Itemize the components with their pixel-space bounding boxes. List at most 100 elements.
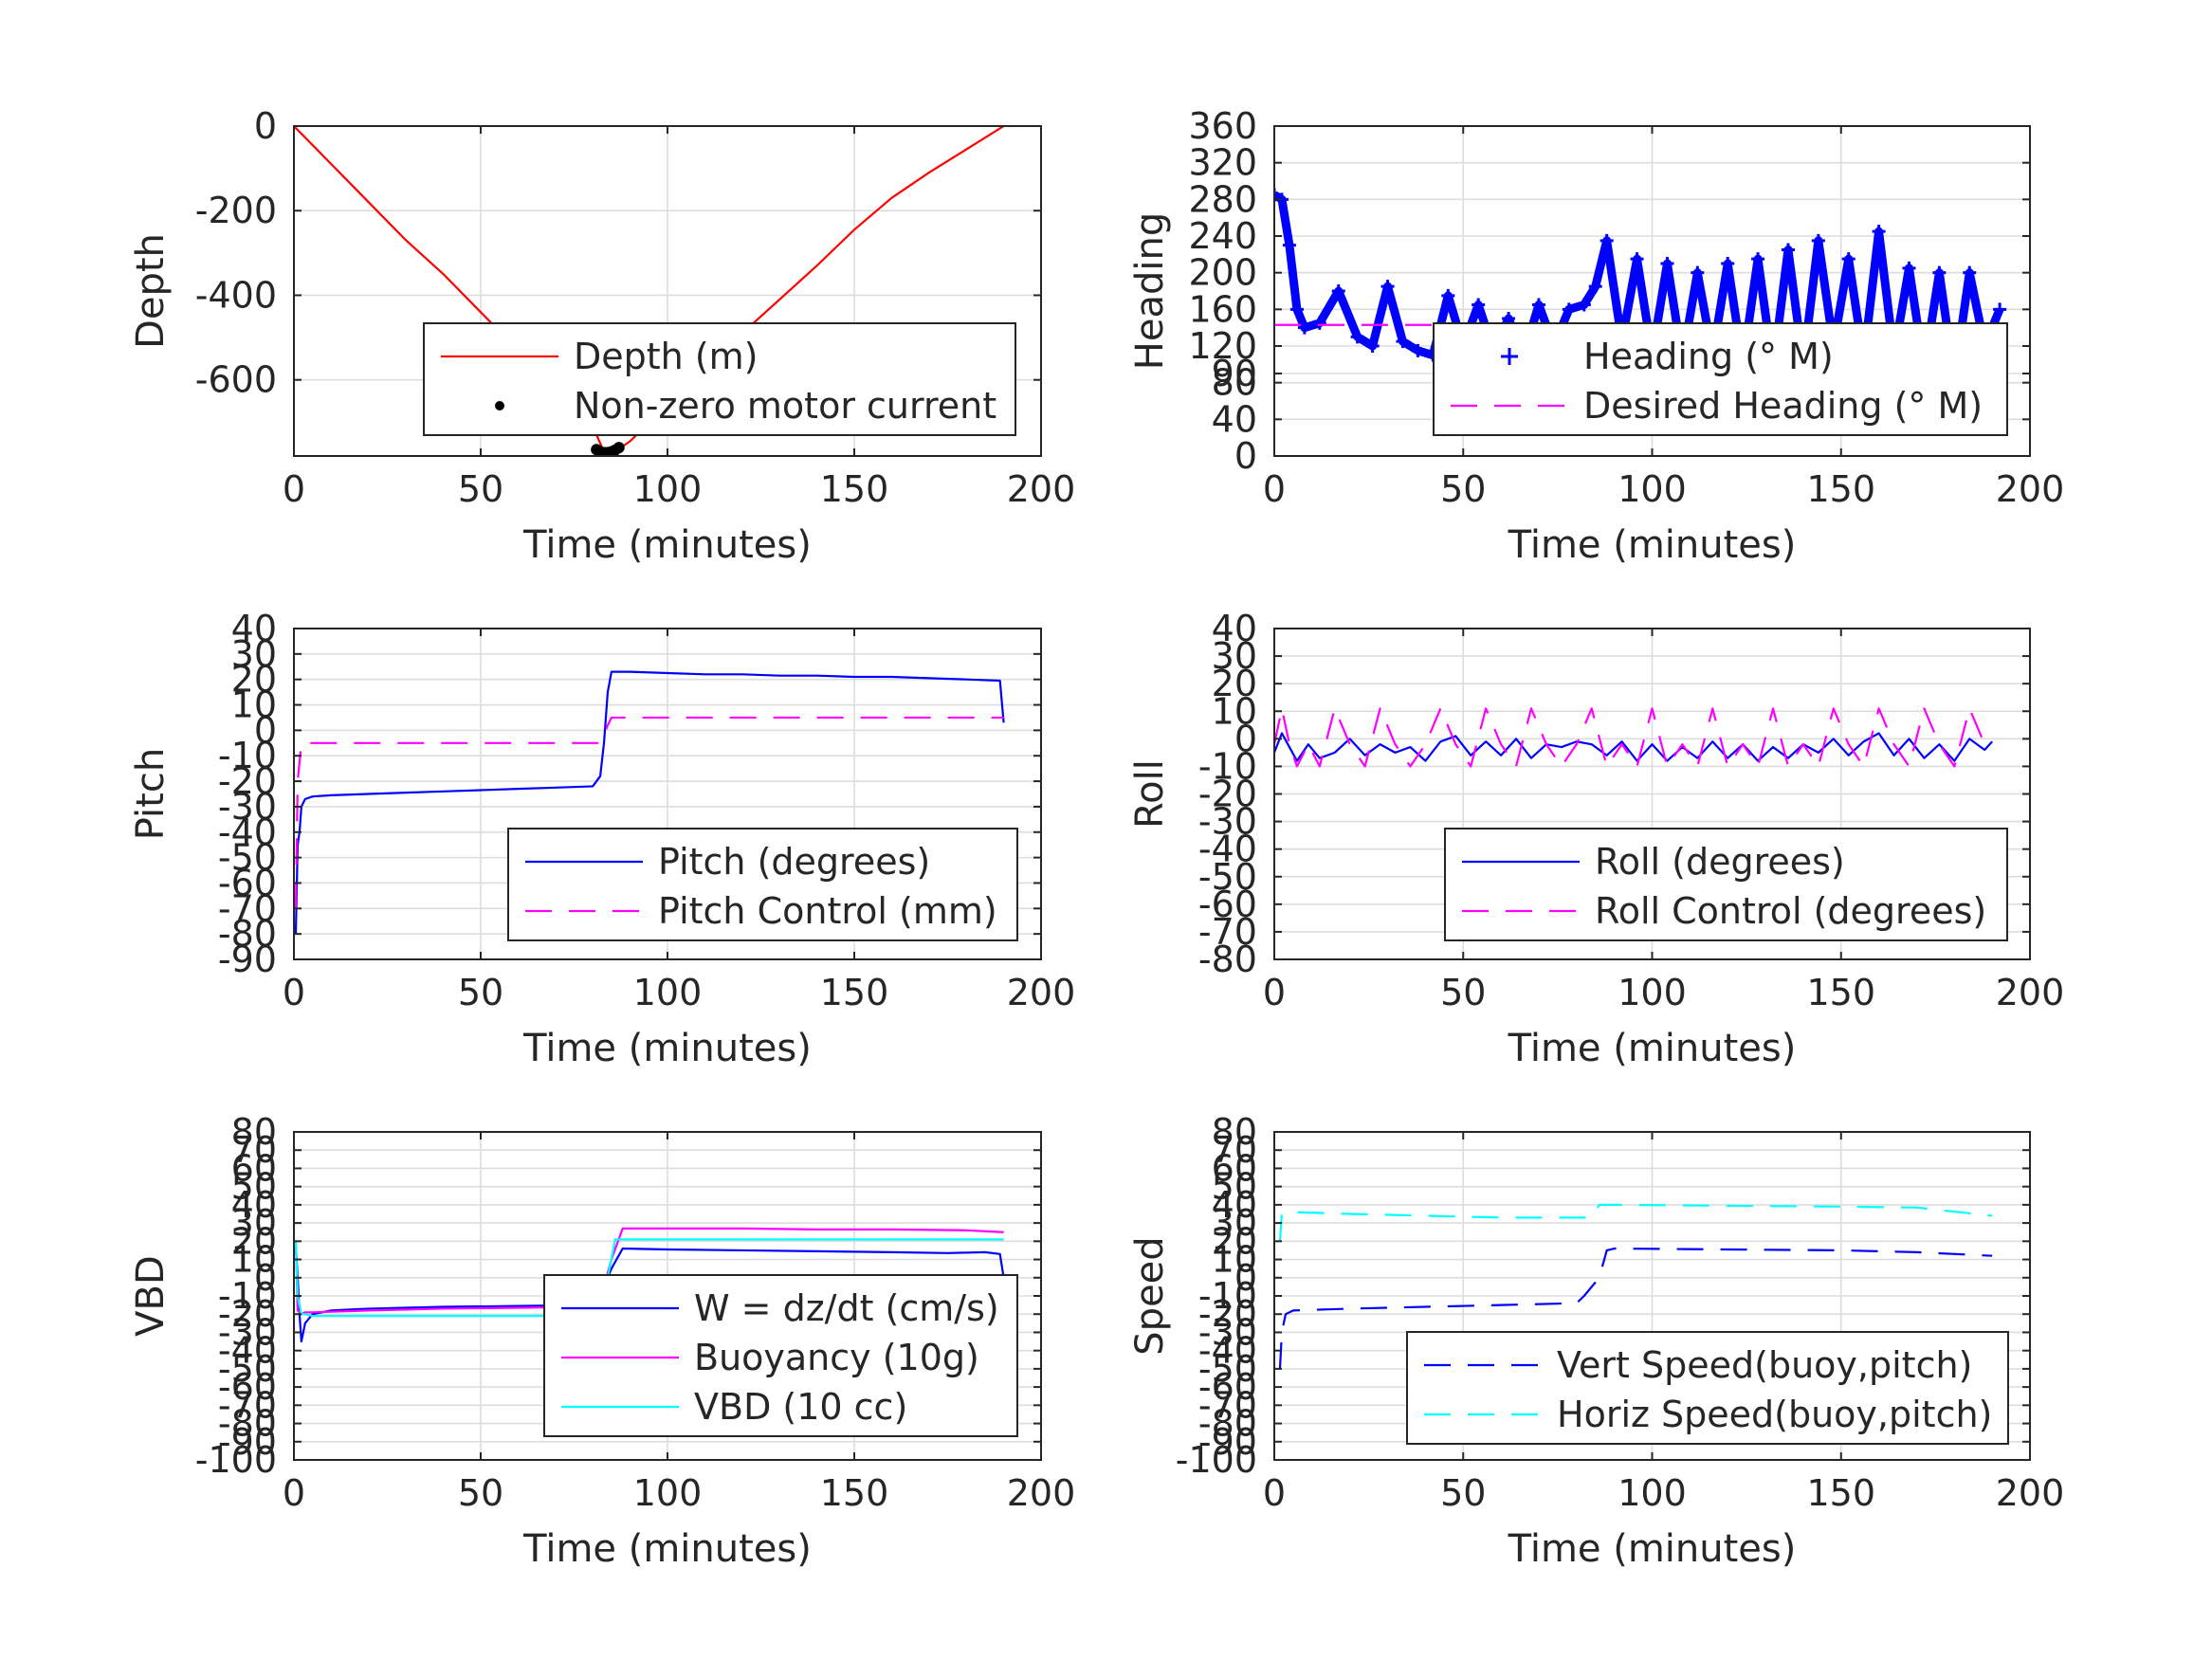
y-tick-label: -60 <box>218 862 277 903</box>
y-tick-label: 60 <box>231 1147 277 1189</box>
y-tick-label: -20 <box>218 1293 277 1335</box>
y-tick-label: 30 <box>231 633 277 675</box>
chart-speed: 0 50 100 150 200-100-90-80-70-60-50-40-30-20… <box>1128 1111 2064 1571</box>
y-axis-label: Depth <box>129 233 173 349</box>
y-tick-label: -70 <box>1198 1384 1257 1426</box>
y-tick-label: -100 <box>1176 1439 1257 1481</box>
ticks: 0 50 100 150 200-100-90-80-70-60-50-40-30-20… <box>195 1111 1076 1514</box>
x-tick-label: 50 <box>1440 1472 1486 1514</box>
y-tick-label: 60 <box>1212 1147 1257 1189</box>
ticks: 0 50 100 150 200-100-90-80-70-60-50-40-30-20… <box>1176 1111 2065 1514</box>
y-tick-label: -10 <box>218 1275 277 1317</box>
legend: W = dz/dt (cm/s) Buoyancy (10g) VBD (10 cc… <box>543 1274 1018 1437</box>
series-1-roll <box>1274 707 1993 768</box>
series-group <box>1274 707 1993 768</box>
y-tick-label: -30 <box>218 786 277 828</box>
data-point <box>1902 261 1916 275</box>
y-tick-label: -60 <box>1198 884 1257 925</box>
legend-box <box>507 828 1018 941</box>
y-tick-label: 80 <box>231 1111 277 1153</box>
legend: Vert Speed(buoy,pitch) Horiz Speed(buoy,p… <box>1406 1331 2009 1445</box>
legend: Depth (m) Non-zero motor current <box>423 322 1016 436</box>
x-tick-label: 150 <box>1806 1472 1875 1514</box>
x-tick-label: 100 <box>1618 468 1687 510</box>
legend-label: Roll (degrees) <box>1595 841 1845 883</box>
data-point <box>1577 298 1591 312</box>
series-0-roll <box>1274 732 1993 762</box>
x-tick-label: 50 <box>1440 972 1486 1013</box>
series-0-pitch <box>294 670 1005 935</box>
legend: Pitch (degrees) Pitch Control (mm) <box>507 828 1018 941</box>
x-tick-label: 100 <box>633 468 703 510</box>
y-tick-label: 40 <box>1212 608 1257 649</box>
data-point <box>1630 252 1644 266</box>
data-point <box>1872 225 1886 239</box>
y-tick-label: -60 <box>218 1366 277 1408</box>
y-tick-label: 70 <box>231 1129 277 1171</box>
y-tick-label: 20 <box>1212 663 1257 704</box>
x-tick-label: 150 <box>820 1472 889 1514</box>
x-tick-label: 200 <box>1007 468 1076 510</box>
y-tick-label: 200 <box>1188 252 1257 294</box>
y-tick-label: 90 <box>1212 353 1257 394</box>
y-tick-label: 10 <box>231 1239 277 1281</box>
y-axis-label: Heading <box>1128 212 1172 370</box>
data-point <box>1312 316 1326 330</box>
y-tick-label: -50 <box>1198 1348 1257 1390</box>
legend: Heading (° M) Desired Heading (° M) <box>1433 322 2008 436</box>
data-point <box>1365 339 1380 353</box>
y-axis-label: Pitch <box>129 748 173 840</box>
legend-label: Heading (° M) <box>1583 336 1834 377</box>
legend-swatch <box>1501 348 1518 365</box>
y-tick-label: 40 <box>231 608 277 649</box>
x-tick-label: 0 <box>1263 468 1286 510</box>
x-tick-label: 0 <box>1263 972 1286 1013</box>
x-tick-label: 150 <box>1806 468 1875 510</box>
series-0-speed <box>1278 1247 1993 1369</box>
data-point <box>1274 188 1281 202</box>
ticks: 0 50 100 150 200-80-70-60-50-40-30-20-100102… <box>1198 608 2064 1013</box>
y-tick-label: -30 <box>1198 1311 1257 1353</box>
x-tick-label: 200 <box>1007 972 1076 1013</box>
y-tick-label: -20 <box>1198 1293 1257 1335</box>
y-tick-label: -40 <box>218 1330 277 1372</box>
x-tick-label: 50 <box>458 972 503 1013</box>
y-tick-label: 20 <box>231 659 277 701</box>
series-group <box>1278 1203 1993 1369</box>
y-tick-label: 360 <box>1188 105 1257 147</box>
y-tick-label: 40 <box>1212 398 1257 440</box>
y-tick-label: 80 <box>1212 362 1257 404</box>
x-tick-label: 50 <box>458 1472 503 1514</box>
x-axis-label: Time (minutes) <box>522 523 812 567</box>
legend-box <box>1444 828 2008 941</box>
y-tick-label: 240 <box>1188 215 1257 257</box>
y-tick-label: -200 <box>195 190 277 231</box>
data-point <box>1781 243 1795 257</box>
y-tick-label: 10 <box>231 684 277 726</box>
x-tick-label: 0 <box>283 972 305 1013</box>
y-tick-label: 10 <box>1212 690 1257 732</box>
data-point <box>1932 265 1947 280</box>
y-tick-label: 0 <box>254 105 277 147</box>
data-point <box>1993 302 2007 317</box>
x-axis-label: Time (minutes) <box>522 1027 812 1070</box>
y-tick-label: -40 <box>218 811 277 853</box>
y-tick-label: 50 <box>231 1166 277 1208</box>
y-tick-label: -600 <box>195 359 277 401</box>
data-point <box>1396 335 1410 349</box>
x-tick-label: 200 <box>1007 1472 1076 1514</box>
x-tick-label: 150 <box>820 468 889 510</box>
x-tick-label: 0 <box>283 1472 305 1514</box>
series-1-depth <box>591 442 625 456</box>
y-tick-label: -50 <box>218 837 277 879</box>
x-axis-label: Time (minutes) <box>1508 523 1797 567</box>
y-tick-label: 40 <box>231 1184 277 1226</box>
x-tick-label: 100 <box>633 972 703 1013</box>
y-tick-label: -40 <box>1198 829 1257 870</box>
series-1-speed <box>1278 1203 1993 1242</box>
y-axis-label: Roll <box>1128 759 1172 829</box>
series-group <box>294 126 1005 456</box>
series-group <box>294 670 1005 935</box>
y-tick-label: -10 <box>1198 1275 1257 1317</box>
